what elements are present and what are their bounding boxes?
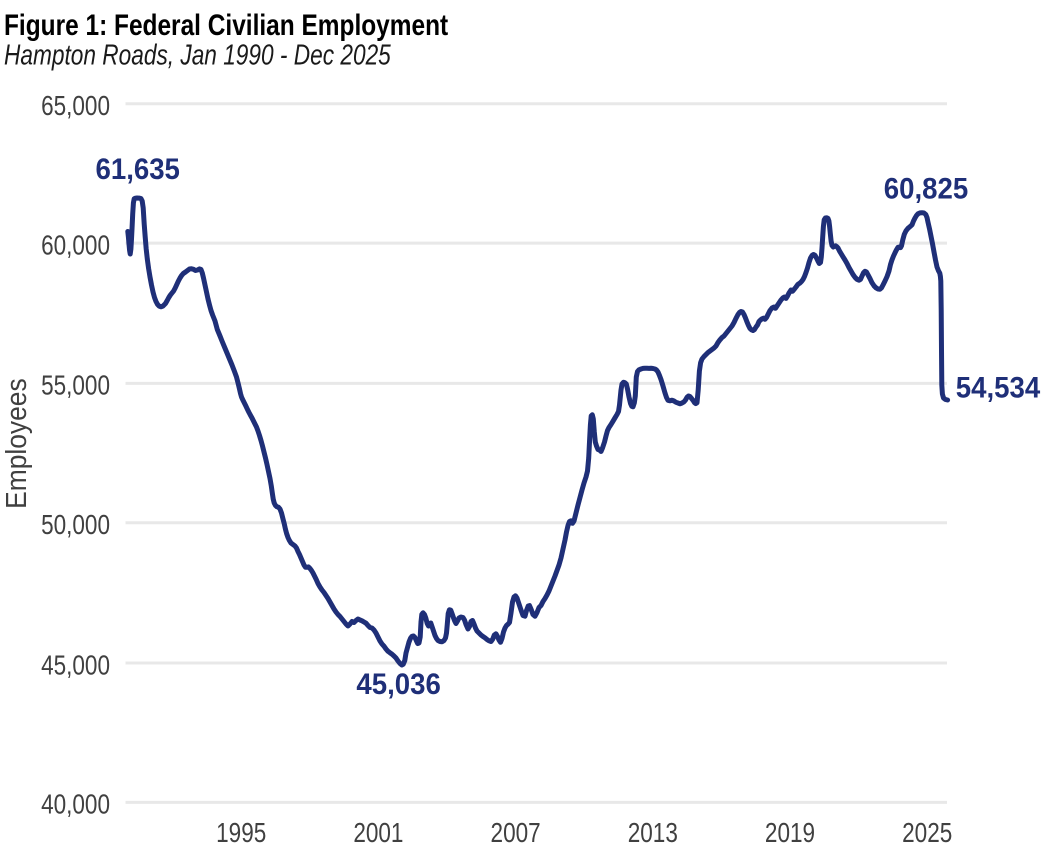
svg-text:45,036: 45,036 <box>356 668 440 701</box>
svg-text:54,534: 54,534 <box>956 372 1040 405</box>
svg-text:2007: 2007 <box>491 818 541 849</box>
svg-text:60,000: 60,000 <box>41 230 110 261</box>
svg-text:2019: 2019 <box>765 818 815 849</box>
svg-text:2013: 2013 <box>628 818 678 849</box>
svg-text:50,000: 50,000 <box>41 510 110 541</box>
svg-text:2025: 2025 <box>902 818 952 849</box>
svg-text:45,000: 45,000 <box>41 650 110 681</box>
svg-text:Hampton Roads, Jan 1990 - Dec: Hampton Roads, Jan 1990 - Dec 2025 <box>4 38 391 71</box>
svg-text:1995: 1995 <box>216 818 266 849</box>
svg-text:60,825: 60,825 <box>884 173 968 206</box>
svg-text:40,000: 40,000 <box>41 790 110 821</box>
svg-text:2001: 2001 <box>353 818 403 849</box>
svg-text:Employees: Employees <box>0 378 32 509</box>
svg-text:55,000: 55,000 <box>41 371 110 402</box>
svg-text:61,635: 61,635 <box>96 153 180 186</box>
svg-text:Figure 1: Federal Civilian Emp: Figure 1: Federal Civilian Employment <box>4 8 448 42</box>
svg-text:65,000: 65,000 <box>41 91 110 122</box>
